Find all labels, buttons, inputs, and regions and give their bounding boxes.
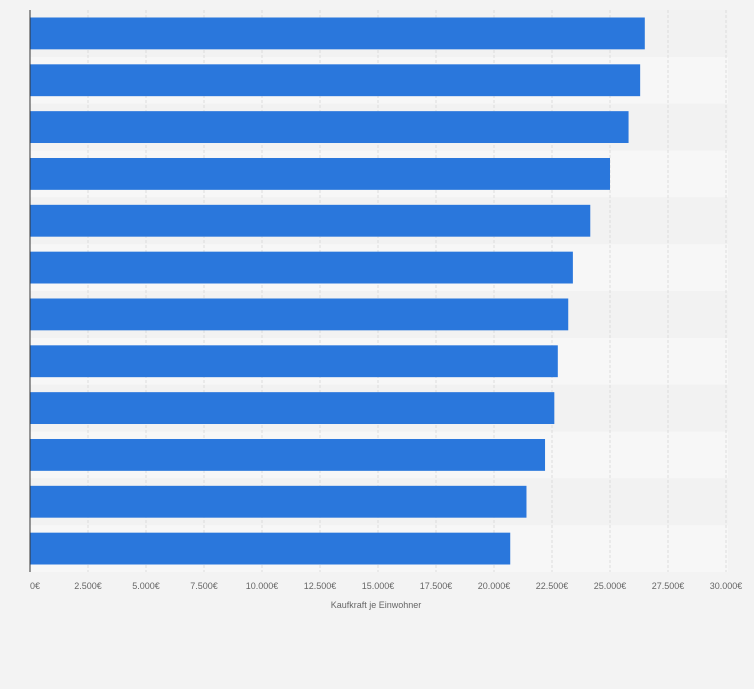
x-tick-label: 27.500€	[652, 581, 685, 591]
bar[interactable]	[30, 17, 645, 50]
bar[interactable]	[30, 251, 573, 284]
x-tick-label: 5.000€	[132, 581, 160, 591]
x-tick-label: 20.000€	[478, 581, 511, 591]
x-tick-label: 12.500€	[304, 581, 337, 591]
x-tick-label: 15.000€	[362, 581, 395, 591]
x-axis-title: Kaufkraft je Einwohner	[331, 600, 422, 610]
bar[interactable]	[30, 157, 610, 190]
x-tick-label: 25.000€	[594, 581, 627, 591]
x-tick-label: 0€	[30, 581, 40, 591]
bar[interactable]	[30, 438, 546, 471]
bar[interactable]	[30, 485, 527, 518]
x-tick-label: 7.500€	[190, 581, 218, 591]
x-tick-label: 17.500€	[420, 581, 453, 591]
bar[interactable]	[30, 204, 591, 237]
x-tick-labels: 0€ 2.500€ 5.000€ 7.500€ 10.000€ 12.500€ 15.000…	[30, 581, 742, 591]
x-tick-label: 10.000€	[246, 581, 279, 591]
gridlines	[87, 10, 727, 572]
x-tick-label: 2.500€	[74, 581, 102, 591]
bar[interactable]	[30, 532, 511, 565]
x-tick-label: 22.500€	[536, 581, 569, 591]
x-tick-label: 30.000€	[710, 581, 743, 591]
bar[interactable]	[30, 392, 555, 425]
bar[interactable]	[30, 298, 569, 331]
bar[interactable]	[30, 111, 629, 144]
bar[interactable]	[30, 345, 558, 378]
bar[interactable]	[30, 64, 641, 97]
bars	[30, 17, 645, 565]
